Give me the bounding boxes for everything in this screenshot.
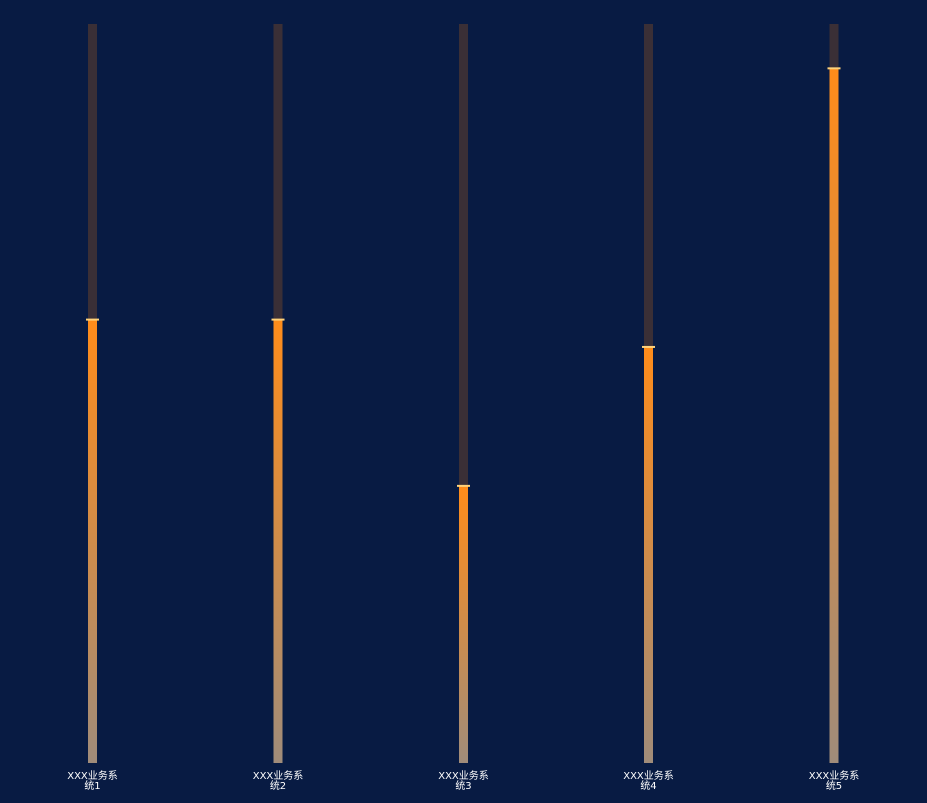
bar-cap-3 <box>457 484 470 487</box>
x-tick-label-line: XXX业务系 <box>67 769 118 782</box>
x-tick-label-line: XXX业务系 <box>253 769 304 782</box>
bar-track-3 <box>459 24 468 763</box>
bar-1[interactable] <box>88 319 97 763</box>
bar-4[interactable] <box>644 346 653 763</box>
x-tick-label-3: XXX业务系统3 <box>438 769 489 792</box>
bar-2[interactable] <box>273 319 283 763</box>
bar-series <box>88 68 839 764</box>
x-tick-label-line: XXX业务系 <box>438 769 489 782</box>
x-tick-label-line: 统5 <box>826 779 842 792</box>
x-tick-label-1: XXX业务系统1 <box>67 769 118 792</box>
bar-caps <box>86 67 841 487</box>
bar-3[interactable] <box>459 485 468 763</box>
x-tick-label-4: XXX业务系统4 <box>623 769 674 792</box>
x-tick-label-line: 统1 <box>84 779 100 792</box>
bar-5[interactable] <box>829 68 839 764</box>
bar-cap-1 <box>86 318 99 321</box>
bar-cap-5 <box>827 67 841 70</box>
x-tick-label-line: 统3 <box>455 779 471 792</box>
x-tick-label-line: 统4 <box>640 779 656 792</box>
x-tick-label-2: XXX业务系统2 <box>253 769 304 792</box>
x-tick-label-line: 统2 <box>270 779 286 792</box>
bar-cap-4 <box>642 345 655 348</box>
x-tick-label-5: XXX业务系统5 <box>809 769 860 792</box>
bar-cap-2 <box>271 318 285 321</box>
x-tick-label-line: XXX业务系 <box>809 769 860 782</box>
x-tick-label-line: XXX业务系 <box>623 769 674 782</box>
